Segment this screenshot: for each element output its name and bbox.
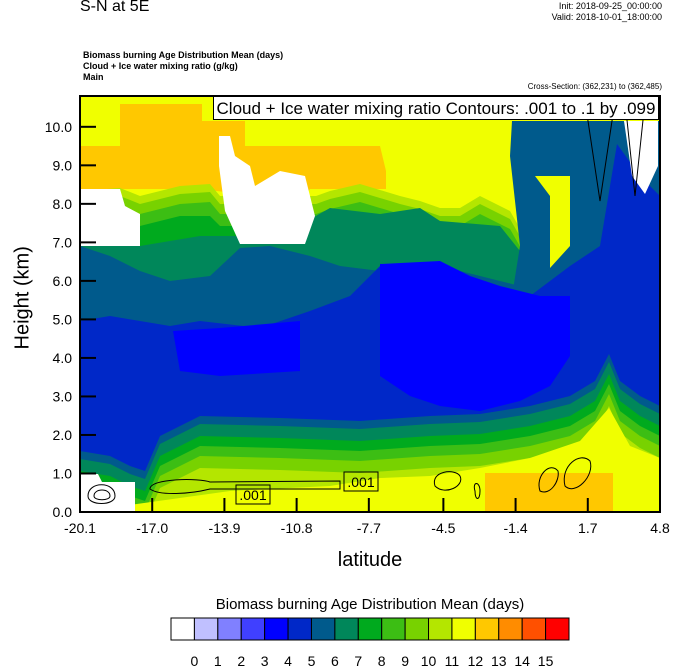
- y-tick-label: 2.0: [53, 427, 73, 443]
- y-tick-label: 5.0: [53, 311, 73, 327]
- colorbar-swatch: [498, 617, 523, 641]
- y-tick-label: 10.0: [45, 119, 72, 135]
- filled-contours: [80, 96, 660, 512]
- colorbar-swatch: [193, 617, 219, 641]
- contour-label: .001: [347, 474, 374, 490]
- contour-line: [149, 479, 341, 494]
- level-region: [173, 321, 300, 376]
- x-tick-label: -1.4: [504, 520, 528, 536]
- cloud-ice-contours: .001 .001: [87, 100, 646, 505]
- colorbar-swatch: [240, 617, 266, 641]
- contour-line: [538, 467, 559, 493]
- colorbar-swatch: [334, 617, 359, 641]
- x-tick-label: -7.7: [357, 520, 381, 536]
- y-tick-label: 0.0: [53, 504, 73, 520]
- x-tick-label: -13.9: [208, 520, 240, 536]
- contour-line: [93, 489, 111, 501]
- colorbar-swatch: [381, 617, 406, 641]
- contour-line: [87, 484, 116, 504]
- colorbar-label: 4: [284, 653, 292, 668]
- x-tick-label: -17.0: [136, 520, 168, 536]
- y-tick-label: 9.0: [53, 157, 73, 173]
- colorbar-swatch: [310, 617, 336, 641]
- field-label-shaded: Biomass burning Age Distribution Mean (d…: [83, 50, 284, 60]
- colorbar-swatch: [404, 617, 430, 641]
- colorbar-swatch: [357, 617, 383, 641]
- colorbar-label: 6: [331, 653, 339, 668]
- contour-line: [473, 483, 481, 499]
- colorbar-swatch: [428, 617, 453, 641]
- colorbar-swatch: [474, 617, 500, 641]
- colorbar-label: 14: [514, 653, 530, 668]
- colorbar-label: 8: [378, 653, 386, 668]
- y-tick-label: 6.0: [53, 273, 73, 289]
- level-region: [535, 176, 570, 268]
- colorbar-label: 9: [401, 653, 409, 668]
- y-tick-label: 7.0: [53, 234, 73, 250]
- x-tick-label: -4.5: [431, 520, 455, 536]
- colorbar-title: Biomass burning Age Distribution Mean (d…: [215, 596, 525, 613]
- plot-title: S-N at 5E: [80, 0, 150, 15]
- colorbar-label: 13: [491, 653, 507, 668]
- colorbar-swatch: [451, 617, 476, 641]
- contour-label-box: [235, 484, 271, 505]
- colorbar-swatch: [217, 617, 242, 641]
- contour-line: [584, 100, 646, 202]
- y-axis-label: Height (km): [11, 246, 34, 350]
- colorbar-label: 3: [261, 653, 269, 668]
- field-label-domain: Main: [83, 72, 104, 82]
- colorbar-label: 0: [191, 653, 199, 668]
- field-label-contour: Cloud + Ice water mixing ratio (g/kg): [83, 61, 238, 71]
- x-tick-label: -20.1: [64, 520, 96, 536]
- colorbar-label: 12: [468, 653, 484, 668]
- colorbar-swatch: [170, 617, 195, 641]
- y-tick-label: 1.0: [53, 465, 73, 481]
- valid-time: Valid: 2018-10-01_18:00:00: [551, 12, 662, 22]
- contour-info-box: Cloud + Ice water mixing ratio Contours:…: [213, 96, 659, 120]
- x-tick-label: -10.8: [281, 520, 313, 536]
- colorbar-label: 7: [354, 653, 362, 668]
- y-tick-label: 8.0: [53, 196, 73, 212]
- level-region: [485, 473, 613, 512]
- colorbar-label: 10: [421, 653, 437, 668]
- cross-section-label: Cross-Section: (362,231) to (362,485): [527, 82, 662, 91]
- x-tick-label: 4.8: [650, 520, 670, 536]
- y-tick-label: 4.0: [53, 350, 73, 366]
- colorbar-label: 5: [308, 653, 316, 668]
- contour-label-box: [343, 471, 379, 492]
- colorbar-swatch: [264, 617, 289, 641]
- colorbar-swatch: [287, 617, 312, 641]
- colorbar-label: 15: [538, 653, 554, 668]
- colorbar-swatch: [521, 617, 547, 641]
- contour-line: [563, 457, 592, 489]
- contour-line: [433, 471, 462, 491]
- colorbar-label: 2: [237, 653, 245, 668]
- level-region: [219, 136, 315, 244]
- x-axis-label: latitude: [337, 549, 403, 571]
- x-tick-label: 1.7: [578, 520, 598, 536]
- y-tick-label: 3.0: [53, 388, 73, 404]
- level-region: [380, 261, 570, 411]
- colorbar-label: 1: [214, 653, 222, 668]
- init-time: Init: 2018-09-25_00:00:00: [558, 1, 662, 11]
- colorbar-label: 11: [445, 653, 460, 668]
- colorbar-swatch: [545, 617, 570, 641]
- contour-label: .001: [239, 487, 266, 503]
